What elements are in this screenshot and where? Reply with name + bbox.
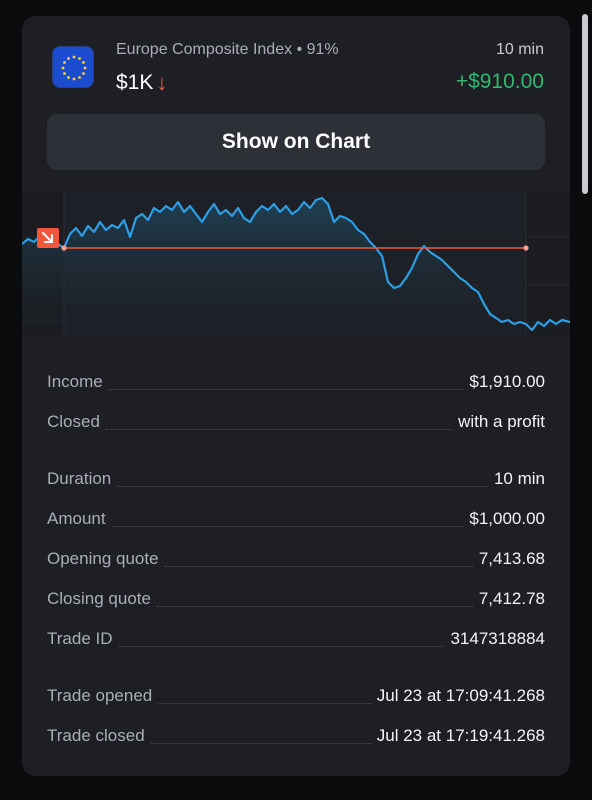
- closed-label: Closed: [47, 412, 100, 431]
- opening-quote-value: 7,413.68: [478, 549, 545, 568]
- scrollbar-thumb[interactable]: [582, 14, 588, 194]
- trade-duration: 10 min: [495, 41, 544, 58]
- closed-row: Closed with a profit: [47, 402, 545, 442]
- dotted-leader: [117, 485, 488, 487]
- down-marker-icon: [37, 228, 59, 248]
- show-on-chart-button[interactable]: Show on Chart: [47, 114, 545, 170]
- amount-row: Amount $1,000.00: [47, 499, 545, 539]
- close-point: [523, 245, 529, 251]
- payout-percent: 91%: [306, 41, 339, 58]
- closing-quote-label: Closing quote: [47, 589, 151, 608]
- open-point: [61, 245, 67, 251]
- trade-id-value[interactable]: 3147318884: [450, 629, 545, 648]
- closing-quote-value: 7,412.78: [478, 589, 545, 608]
- section-gap: [47, 442, 545, 459]
- dotted-leader: [105, 428, 453, 430]
- dotted-leader: [118, 645, 445, 647]
- asset-info: Europe Composite Index • 91%: [116, 41, 339, 59]
- opening-quote-label: Opening quote: [47, 549, 159, 568]
- income-value: $1,910.00: [469, 372, 545, 391]
- opening-quote-row: Opening quote 7,413.68: [47, 539, 545, 579]
- duration-row: Duration 10 min: [47, 459, 545, 499]
- investment-info: $1K ↓: [116, 70, 167, 96]
- section-gap: [47, 659, 545, 676]
- closing-quote-row: Closing quote 7,412.78: [47, 579, 545, 619]
- trade-mini-chart[interactable]: [22, 192, 570, 336]
- trade-id-row: Trade ID 3147318884: [47, 619, 545, 659]
- dotted-leader: [108, 388, 464, 390]
- dotted-leader: [156, 605, 473, 607]
- trade-profit: +$910.00: [455, 70, 544, 93]
- dotted-leader: [158, 702, 371, 704]
- duration-label: Duration: [47, 469, 112, 488]
- price-area: [22, 198, 570, 336]
- trade-id-label: Trade ID: [47, 629, 113, 648]
- duration-value: 10 min: [493, 469, 545, 488]
- price-line: [22, 196, 570, 332]
- amount-value: $1,000.00: [469, 509, 545, 528]
- trade-opened-label: Trade opened: [47, 686, 153, 705]
- dotted-leader: [150, 742, 371, 744]
- payout-separator: •: [296, 41, 303, 58]
- income-row: Income $1,910.00: [47, 362, 545, 402]
- asset-name: Europe Composite Index: [116, 41, 293, 58]
- trade-closed-row: Trade closed Jul 23 at 17:19:41.268: [47, 716, 545, 756]
- trade-opened-row: Trade opened Jul 23 at 17:09:41.268: [47, 676, 545, 716]
- trade-header: Europe Composite Index • 91% $1K ↓ 10 mi…: [22, 16, 570, 106]
- trade-details-list: Income $1,910.00 Closed with a profit Du…: [47, 362, 545, 756]
- dotted-leader: [164, 565, 473, 567]
- arrow-down-icon: ↓: [156, 70, 168, 95]
- income-label: Income: [47, 372, 103, 391]
- trade-details-card: Europe Composite Index • 91% $1K ↓ 10 mi…: [22, 16, 570, 776]
- trade-closed-value: Jul 23 at 17:19:41.268: [376, 726, 545, 745]
- eu-flag-icon: [52, 46, 94, 88]
- trade-opened-value: Jul 23 at 17:09:41.268: [376, 686, 545, 705]
- closed-value: with a profit: [458, 412, 545, 431]
- amount-label: Amount: [47, 509, 106, 528]
- investment-amount: $1K: [116, 71, 154, 94]
- trade-closed-label: Trade closed: [47, 726, 145, 745]
- dotted-leader: [111, 525, 464, 527]
